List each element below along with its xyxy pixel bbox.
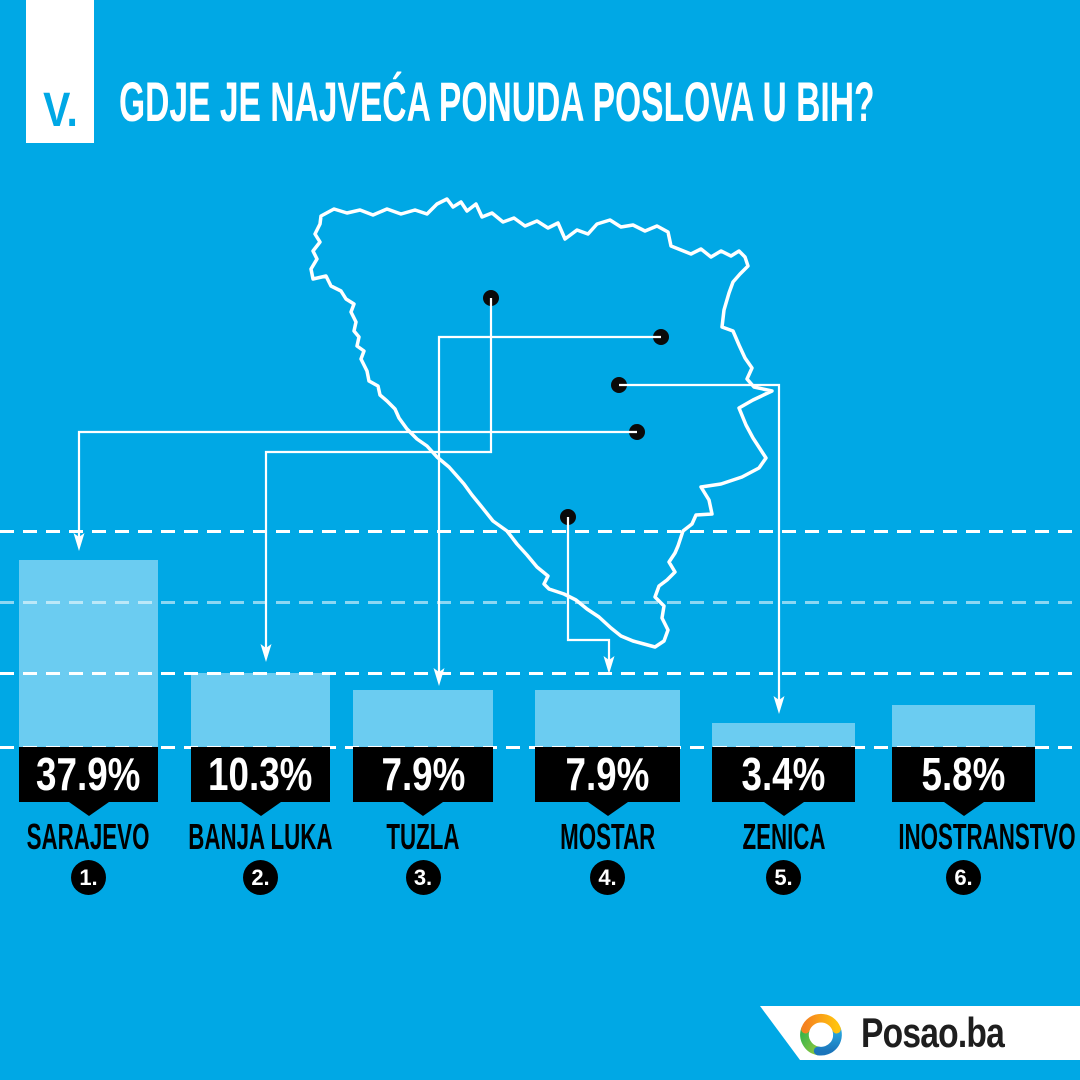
rank-badge-zenica: 5. — [766, 860, 801, 895]
value-box-zenica: 3.4% — [712, 747, 855, 802]
category-label-zenica: ZENICA — [741, 816, 826, 857]
category-label-banja-luka: BANJA LUKA — [188, 816, 333, 857]
category-label-tuzla: TUZLA — [386, 816, 460, 857]
value-label: 7.9% — [565, 748, 650, 800]
rank-badge-mostar: 4. — [590, 860, 625, 895]
brand-band: Posao.ba — [760, 1006, 1080, 1060]
section-index-badge: V. — [26, 0, 94, 143]
rank-badge-sarajevo: 1. — [71, 860, 106, 895]
value-box-mostar: 7.9% — [535, 747, 680, 802]
value-label: 7.9% — [381, 748, 465, 800]
section-index-label: V. — [42, 84, 78, 137]
value-box-pointer — [68, 802, 109, 816]
value-box-inostranstvo: 5.8% — [892, 747, 1035, 802]
bar-banja-luka — [191, 673, 330, 747]
rank-badge-inostranstvo: 6. — [946, 860, 981, 895]
value-box-pointer — [587, 802, 628, 816]
value-box-pointer — [943, 802, 984, 816]
bar-inostranstvo — [892, 705, 1035, 747]
page-title: GDJE JE NAJVEĆA PONUDA POSLOVA U BIH? — [119, 70, 875, 133]
brand-text: Posao.ba — [861, 1009, 1005, 1056]
value-label: 3.4% — [741, 748, 826, 800]
value-box-pointer — [763, 802, 804, 816]
rank-badge-tuzla: 3. — [405, 860, 441, 895]
value-label: 5.8% — [921, 748, 1006, 800]
value-box-tuzla: 7.9% — [353, 747, 493, 802]
value-box-pointer — [240, 802, 281, 816]
bar-sarajevo — [19, 560, 158, 747]
category-label-mostar: MOSTAR — [559, 816, 656, 857]
category-label-sarajevo: SARAJEVO — [27, 816, 150, 857]
value-box-sarajevo: 37.9% — [19, 747, 158, 802]
value-label: 37.9% — [36, 748, 141, 800]
bar-zenica — [712, 723, 855, 747]
value-label: 10.3% — [208, 748, 313, 800]
rank-badge-banja-luka: 2. — [243, 860, 278, 895]
value-box-pointer — [403, 802, 443, 816]
category-label-inostranstvo: INOSTRANSTVO — [897, 816, 1076, 857]
bar-tuzla — [353, 690, 493, 747]
value-box-banja-luka: 10.3% — [191, 747, 330, 802]
posaoba-logo-icon — [800, 1013, 842, 1056]
